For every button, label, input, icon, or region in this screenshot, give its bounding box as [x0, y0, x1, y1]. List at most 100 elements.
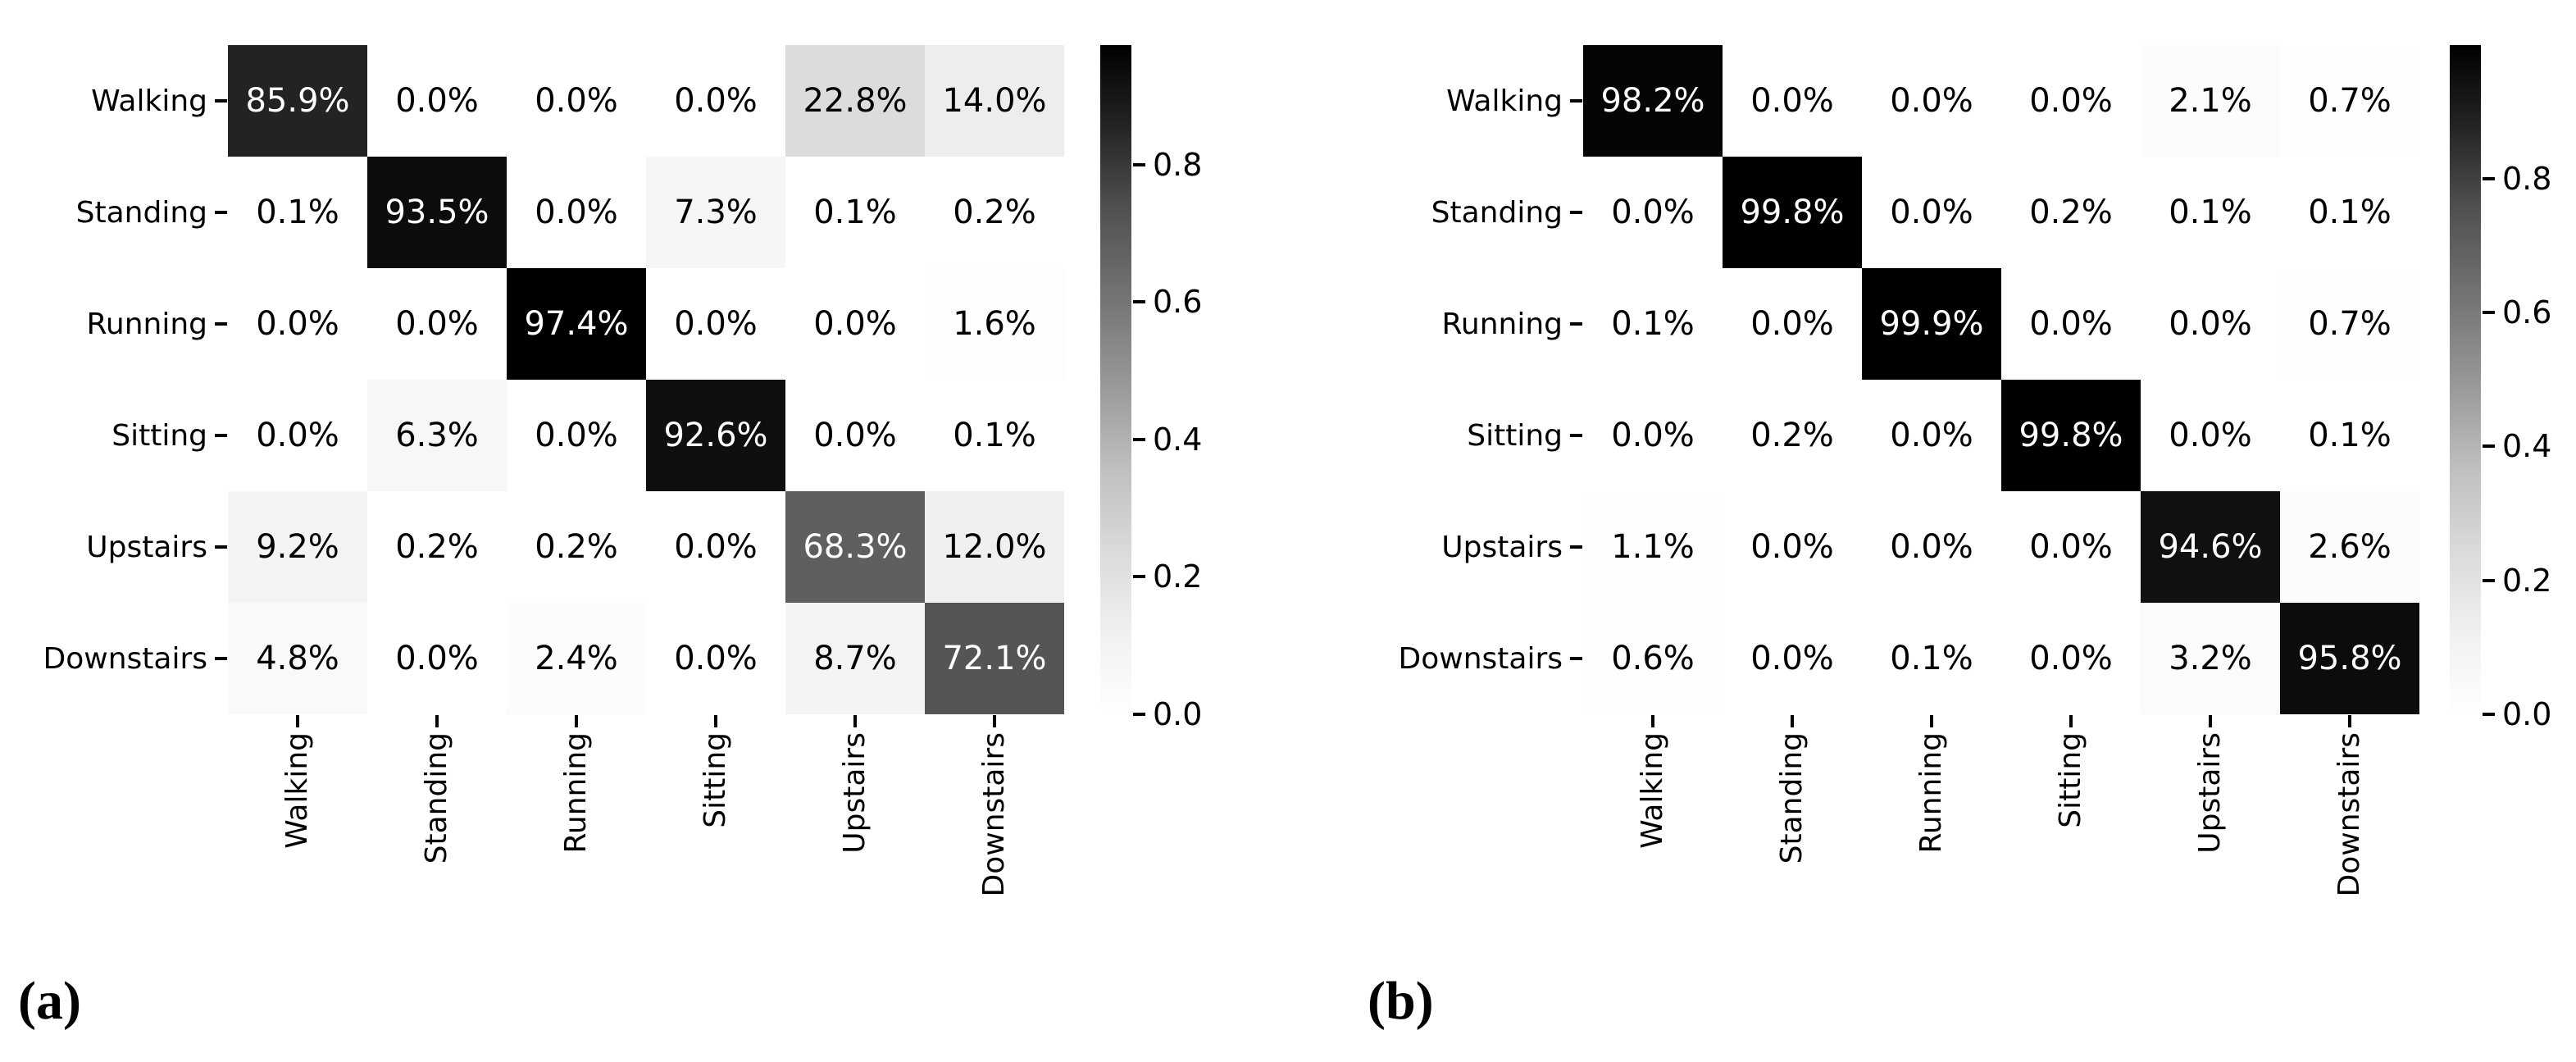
heatmap-cell: 0.2% [507, 491, 646, 603]
heatmap-cell: 0.0% [367, 268, 507, 380]
heatmap-cell: 92.6% [646, 380, 785, 491]
heatmap-cell: 3.2% [2141, 603, 2280, 714]
y-axis-label: Running [86, 307, 207, 341]
heatmap-cell: 0.0% [1862, 45, 2001, 157]
heatmap-cell: 0.1% [785, 157, 925, 268]
heatmap-cell: 0.6% [1583, 603, 1723, 714]
heatmap-cell: 0.0% [1583, 157, 1723, 268]
heatmap-cell: 0.0% [646, 491, 785, 603]
heatmap-cell: 1.1% [1583, 491, 1723, 603]
heatmap-cell: 95.8% [2280, 603, 2419, 714]
y-axis-tick [1570, 434, 1582, 437]
x-axis-tick [296, 715, 299, 727]
colorbar-tick [2483, 578, 2495, 582]
x-axis-label: Standing [420, 732, 453, 864]
x-axis-label: Running [559, 732, 593, 854]
heatmap-grid: 85.9% 0.0% 0.0% 0.0% 22.8% 14.0% 0.1% 93.5% 0.0%… [228, 45, 1064, 714]
colorbar-tick-label: 0.4 [1153, 421, 1203, 458]
x-axis-label: Sitting [699, 732, 732, 828]
heatmap-cell: 0.0% [228, 268, 367, 380]
heatmap-cell: 8.7% [785, 603, 925, 714]
heatmap-cell: 4.8% [228, 603, 367, 714]
x-axis-tick [575, 715, 578, 727]
x-axis-tick [1651, 715, 1654, 727]
heatmap-cell: 99.8% [1723, 157, 1862, 268]
heatmap-cell: 0.0% [1583, 380, 1723, 491]
heatmap-cell: 99.8% [2001, 380, 2141, 491]
y-axis-label: Upstairs [1441, 530, 1563, 564]
heatmap-cell: 0.0% [2141, 380, 2280, 491]
y-axis-label: Downstairs [1398, 641, 1563, 676]
heatmap-cell: 0.2% [367, 491, 507, 603]
heatmap-cell: 72.1% [925, 603, 1064, 714]
y-axis-label: Upstairs [86, 530, 207, 564]
heatmap-cell: 68.3% [785, 491, 925, 603]
heatmap-cell: 0.1% [925, 380, 1064, 491]
confusion-matrix-panel-a: (a) 85.9% 0.0% 0.0% 0.0% 22.8% 14.0% 0.1% 93.5%… [18, 45, 1203, 1028]
heatmap-cell: 0.1% [1583, 268, 1723, 380]
y-axis-tick [215, 322, 227, 326]
heatmap-cell: 0.1% [2280, 157, 2419, 268]
heatmap-cell: 0.0% [2001, 45, 2141, 157]
heatmap-cell: 0.0% [1723, 45, 1862, 157]
heatmap-cell: 85.9% [228, 45, 367, 157]
panel-letter-b: (b) [1368, 971, 1434, 1031]
y-axis-tick [1570, 657, 1582, 660]
heatmap-cell: 0.0% [785, 380, 925, 491]
x-axis-label: Upstairs [2193, 732, 2227, 854]
y-axis-tick [215, 545, 227, 549]
colorbar-tick [2483, 176, 2495, 180]
heatmap-cell: 0.0% [367, 603, 507, 714]
y-axis-label: Sitting [112, 418, 207, 453]
y-axis-tick [215, 434, 227, 437]
heatmap-cell: 0.1% [1862, 603, 2001, 714]
colorbar-tick [2483, 713, 2495, 716]
heatmap-cell: 0.0% [646, 45, 785, 157]
x-axis-tick [714, 715, 717, 727]
y-axis-label: Running [1441, 307, 1563, 341]
x-axis-tick [2209, 715, 2212, 727]
y-axis-tick [215, 99, 227, 103]
colorbar-tick-label: 0.2 [2502, 562, 2552, 599]
heatmap-cell: 0.0% [2141, 268, 2280, 380]
colorbar-tick [1133, 575, 1145, 579]
x-axis-label: Downstairs [977, 732, 1011, 897]
y-axis-label: Standing [75, 195, 207, 230]
x-axis-label: Walking [280, 732, 314, 849]
x-axis-label: Walking [1636, 732, 1669, 849]
heatmap-cell: 22.8% [785, 45, 925, 157]
heatmap-cell: 0.0% [507, 157, 646, 268]
x-axis-label: Downstairs [2333, 732, 2366, 897]
heatmap-cell: 7.3% [646, 157, 785, 268]
colorbar-tick-label: 0.6 [1153, 284, 1203, 321]
heatmap-cell: 2.6% [2280, 491, 2419, 603]
heatmap-cell: 0.0% [1723, 491, 1862, 603]
heatmap-cell: 0.2% [2001, 157, 2141, 268]
heatmap-cell: 94.6% [2141, 491, 2280, 603]
y-axis-tick [1570, 322, 1582, 326]
heatmap-cell: 1.6% [925, 268, 1064, 380]
x-axis-tick [2069, 715, 2073, 727]
heatmap-cell: 0.0% [2001, 603, 2141, 714]
heatmap-cell: 0.0% [1723, 268, 1862, 380]
heatmap-cell: 0.0% [646, 268, 785, 380]
y-axis-tick [1570, 545, 1582, 549]
y-axis-label: Standing [1431, 195, 1563, 230]
colorbar-tick-label: 0.0 [2502, 696, 2552, 732]
x-axis-tick [993, 715, 996, 727]
heatmap-cell: 0.0% [367, 45, 507, 157]
heatmap-cell: 0.2% [925, 157, 1064, 268]
colorbar-tick-label: 0.8 [1153, 146, 1203, 183]
heatmap-grid: 98.2% 0.0% 0.0% 0.0% 2.1% 0.7% 0.0% 99.8% 0.0% 0.… [1583, 45, 2419, 714]
x-axis-tick [1930, 715, 1933, 727]
heatmap-cell: 0.7% [2280, 268, 2419, 380]
x-axis-tick [853, 715, 857, 727]
colorbar-tick-label: 0.0 [1153, 696, 1203, 732]
heatmap-cell: 9.2% [228, 491, 367, 603]
heatmap-cell: 98.2% [1583, 45, 1723, 157]
heatmap-cell: 0.7% [2280, 45, 2419, 157]
heatmap-cell: 6.3% [367, 380, 507, 491]
colorbar-tick [1133, 300, 1145, 304]
heatmap-cell: 99.9% [1862, 268, 2001, 380]
